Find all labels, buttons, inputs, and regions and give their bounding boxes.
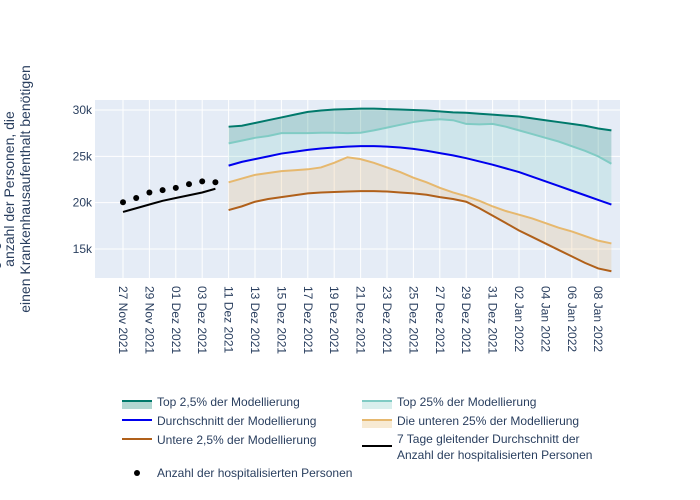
- y-tick-label: 25k: [73, 149, 93, 163]
- x-tick-label: 02 Jan 2022: [512, 286, 526, 352]
- x-tick-label: 11 Dez 2021: [222, 286, 236, 353]
- band-fill: [228, 119, 612, 205]
- data-point: [172, 184, 179, 191]
- legend-label: Die unteren 25% der Modellierung: [397, 414, 579, 428]
- data-point: [146, 189, 153, 196]
- fills: [228, 108, 612, 272]
- legend-label: Untere 2,5% der Modellierung: [157, 433, 316, 447]
- grid: [95, 100, 620, 278]
- plot-background: [95, 100, 620, 278]
- data-point: [212, 179, 219, 186]
- x-tick-label: 19 Dez 2021: [327, 286, 341, 354]
- x-tick-label: 01 Dez 2021: [169, 286, 183, 354]
- x-tick-label: 13 Dez 2021: [248, 286, 262, 354]
- text-line: anzahl der Personen, die: [1, 111, 17, 267]
- series-line: [228, 156, 612, 245]
- band-fill: [228, 157, 612, 272]
- data-point: [159, 187, 166, 194]
- y-axis-title: 7 Tage gleitender Durchschnitt deranzahl…: [0, 65, 33, 313]
- legend-label: Top 2,5% der Modellierung: [157, 395, 300, 409]
- text-line: 7 Tage gleitender Durchschnitt der: [0, 82, 1, 295]
- x-tick-label: 27 Dez 2021: [433, 286, 447, 354]
- x-tick-label: 23 Dez 2021: [380, 286, 394, 354]
- x-tick-label: 15 Dez 2021: [274, 286, 288, 354]
- band-fill: [228, 108, 612, 164]
- data-point: [133, 195, 140, 202]
- series-line: [228, 107, 612, 132]
- x-tick-label: 04 Jan 2022: [538, 286, 552, 352]
- x-tick-label: 08 Jan 2022: [591, 286, 605, 352]
- legend-fill: [362, 420, 392, 428]
- series-line: [122, 187, 216, 213]
- x-tick-label: 31 Dez 2021: [486, 286, 500, 354]
- y-tick-label: 15k: [73, 242, 93, 256]
- series-line: [228, 190, 612, 273]
- axes: 27 Nov 2021 29 Nov 2021 01 Dez 2021 03 Dez …: [73, 103, 606, 354]
- data-point: [120, 199, 126, 206]
- legend-label: 7 Tage gleitender Durchschnitt der Anzahl…: [397, 432, 592, 462]
- x-tick-label: 25 Dez 2021: [406, 286, 420, 354]
- x-tick-label: 06 Jan 2022: [565, 286, 579, 352]
- y-tick-label: 30k: [73, 103, 93, 117]
- legend-label: Durchschnitt der Modellierung: [157, 414, 316, 428]
- x-tick-label: 29 Nov 2021: [142, 286, 156, 354]
- legend-fill: [122, 401, 152, 409]
- x-tick-label: 29 Dez 2021: [459, 286, 473, 354]
- legend: Top 2,5% der Modellierung Top 25% der Mod…: [122, 395, 592, 480]
- legend-label: Anzahl der hospitalisierten Personen: [157, 466, 352, 480]
- legend-fill: [362, 401, 392, 409]
- legend-label: Top 25% der Modellierung: [397, 395, 536, 409]
- marks: [120, 107, 612, 273]
- text-line: einen Krankenhausaufenthalt benötigen: [17, 65, 33, 313]
- x-tick-label: 03 Dez 2021: [195, 286, 209, 354]
- series-line: [228, 145, 612, 206]
- x-tick-label: 17 Dez 2021: [301, 286, 315, 354]
- text-line: Anzahl der hospitalisierten Personen: [397, 448, 592, 462]
- data-point: [199, 178, 206, 185]
- legend-marker: [134, 470, 140, 476]
- series-line: [228, 118, 612, 165]
- y-tick-label: 20k: [73, 196, 93, 210]
- data-point: [186, 181, 192, 188]
- x-tick-label: 21 Dez 2021: [354, 286, 368, 354]
- x-tick-label: 27 Nov 2021: [116, 286, 130, 354]
- text-line: 7 Tage gleitender Durchschnitt der: [397, 432, 580, 446]
